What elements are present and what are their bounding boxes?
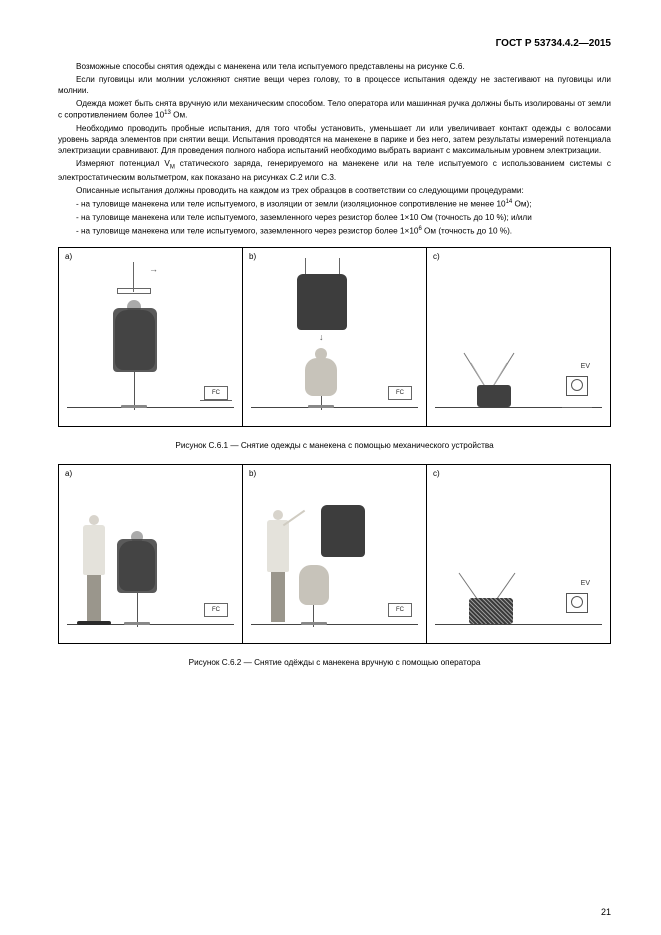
li1b: Ом); (512, 200, 531, 209)
ev-meter (566, 376, 588, 396)
doc-header: ГОСТ Р 53734.4.2—2015 (58, 38, 611, 49)
ev-label: EV (581, 580, 590, 587)
figure-c61: a) → FC b) ↓ (58, 247, 611, 427)
body-text: Возможные способы снятия одежды с манеке… (58, 61, 611, 237)
fc-box: FC (388, 386, 412, 400)
list-item-1: - на туловище манекена или теле испытуем… (58, 198, 611, 210)
garment-pile (469, 598, 513, 624)
panel-label-a2: a) (65, 469, 72, 478)
garment (117, 539, 157, 593)
page: ГОСТ Р 53734.4.2—2015 Возможные способы … (0, 0, 661, 935)
ev-dial-icon (571, 596, 583, 608)
mannequin-torso-bare (299, 565, 329, 605)
stand-base (308, 405, 334, 408)
garment-lifted (297, 274, 347, 330)
para-3a: Одежда может быть снята вручную или меха… (58, 99, 611, 120)
li3a: - на туловище манекена или теле испытуем… (76, 227, 418, 236)
fc-base (200, 400, 232, 408)
list-item-3: - на туловище манекена или теле испытуем… (58, 225, 611, 237)
stand-base (301, 622, 327, 625)
panel-label-b2: b) (249, 469, 256, 478)
figure-c61-panel-a: a) → FC (59, 248, 243, 426)
caption-c62: Рисунок С.6.2 — Снятие одёжды с манекена… (58, 658, 611, 667)
para-1: Возможные способы снятия одежды с манеке… (58, 61, 611, 72)
ev-meter (566, 593, 588, 613)
page-number: 21 (601, 907, 611, 917)
stand-base (124, 622, 150, 625)
para-2: Если пуговицы или молнии усложняют сняти… (58, 74, 611, 96)
ground-line (251, 407, 418, 408)
para-6: Описанные испытания должны проводить на … (58, 185, 611, 196)
panel-label-a: a) (65, 252, 72, 261)
ev-dial-icon (571, 379, 583, 391)
garment (113, 308, 157, 372)
panel-label-c2: c) (433, 469, 440, 478)
mannequin-torso-bare (305, 358, 337, 396)
operator-feet (77, 621, 111, 625)
para-5: Измеряют потенциал VM статического заряд… (58, 158, 611, 183)
figure-c62-panel-c: c) EV (427, 465, 610, 643)
garment-lifted (321, 505, 365, 557)
panel-label-b: b) (249, 252, 256, 261)
stand-base (121, 405, 147, 408)
fc-box: FC (204, 386, 228, 400)
figure-c62-panel-b: b) FC (243, 465, 427, 643)
para-5a: Измеряют потенциал V (76, 159, 170, 168)
ev-label: EV (581, 363, 590, 370)
li1a: - на туловище манекена или теле испытуем… (76, 200, 506, 209)
arrow-down-icon: ↓ (319, 332, 324, 342)
li3b: Ом (точность до 10 %). (422, 227, 512, 236)
hanger-bar (117, 288, 151, 294)
garment-pile (477, 385, 511, 407)
figure-c62: a) FC b) (58, 464, 611, 644)
figure-c61-panel-c: c) EV (427, 248, 610, 426)
figure-c62-panel-a: a) FC (59, 465, 243, 643)
arrow-icon: → (149, 264, 158, 274)
sup-13: 13 (164, 110, 171, 116)
operator-person (79, 515, 109, 625)
operator-person (263, 510, 293, 625)
fc-box: FC (204, 603, 228, 617)
ev-base (562, 407, 592, 408)
para-3: Одежда может быть снята вручную или меха… (58, 98, 611, 121)
caption-c61: Рисунок С.6.1 — Снятие одежды с манекена… (58, 441, 611, 450)
panel-label-c: c) (433, 252, 440, 261)
fc-box: FC (388, 603, 412, 617)
para-3b: Ом. (171, 111, 188, 120)
para-4: Необходимо проводить пробные испытания, … (58, 123, 611, 156)
list-item-2: - на туловище манекена или теле испытуем… (58, 212, 611, 223)
figure-c61-panel-b: b) ↓ FC (243, 248, 427, 426)
